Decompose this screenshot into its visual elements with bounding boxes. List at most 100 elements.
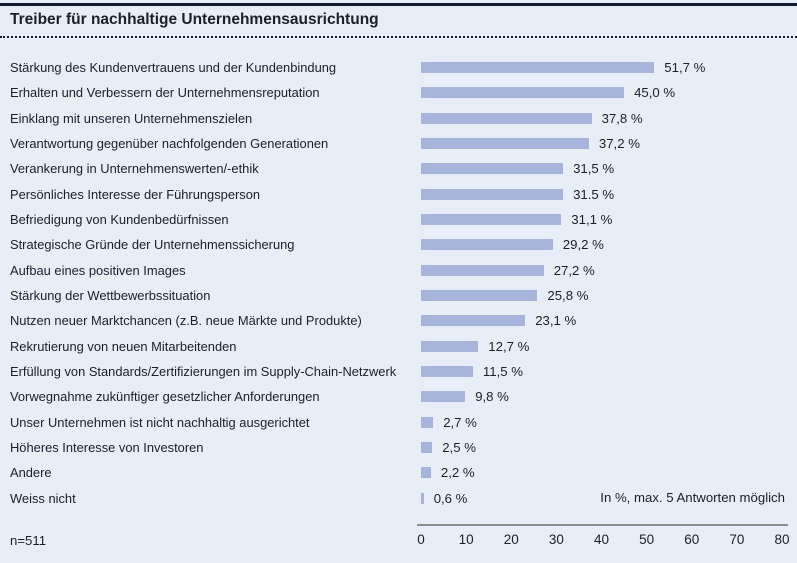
bar-area: 9,8 %	[421, 389, 797, 404]
bar-area: 12,7 %	[421, 339, 797, 354]
x-axis-tick-label: 60	[684, 532, 700, 547]
value-label: 9,8 %	[475, 389, 509, 405]
value-label: 37,2 %	[598, 136, 640, 152]
bar-row: Andere 2,2 %	[0, 460, 797, 485]
bar	[421, 214, 562, 226]
bar	[421, 340, 479, 352]
category-label: Erhalten und Verbessern der Unternehmens…	[10, 85, 320, 101]
bar	[421, 87, 625, 99]
value-label: 31,1 %	[571, 212, 613, 228]
value-label: 31.5 %	[573, 186, 615, 202]
bar	[421, 112, 592, 124]
category-label: Einklang mit unseren Unternehmenszielen	[10, 110, 253, 126]
bar-row: Persönliches Interesse der Führungsperso…	[0, 182, 797, 207]
bar-area: 29,2 %	[421, 237, 797, 252]
bar-area: 37,2 %	[421, 136, 797, 151]
category-label: Höheres Interesse von Investoren	[10, 440, 204, 456]
value-label: 23,1 %	[535, 313, 577, 329]
bar-row: Einklang mit unseren Unternehmenszielen …	[0, 106, 797, 131]
x-axis-tick-label: 30	[548, 532, 564, 547]
x-axis-tick-label: 50	[639, 532, 655, 547]
bar-area: 51,7 %	[421, 60, 797, 75]
category-label: Persönliches Interesse der Führungsperso…	[10, 186, 261, 202]
category-label: Andere	[10, 465, 52, 481]
value-label: 12,7 %	[488, 338, 530, 354]
category-label: Erfüllung von Standards/Zertifizierungen…	[10, 364, 397, 380]
chart-title: Treiber für nachhaltige Unternehmensausr…	[10, 11, 379, 28]
value-label: 0,6 %	[433, 490, 468, 506]
value-label: 2,5 %	[442, 440, 477, 456]
category-label: Aufbau eines positiven Images	[10, 262, 186, 278]
bar-area: 37,8 %	[421, 111, 797, 126]
x-axis-tick-label: 40	[593, 532, 610, 547]
top-rule	[0, 3, 797, 6]
bar-row: Verankerung in Unternehmenswerten/-ethik…	[0, 156, 797, 181]
category-label: Stärkung der Wettbewerbssituation	[10, 288, 211, 304]
bar	[421, 138, 589, 150]
category-label: Nutzen neuer Marktchancen (z.B. neue Mär…	[10, 313, 362, 329]
value-label: 27,2 %	[553, 262, 595, 278]
bar	[421, 239, 553, 251]
value-label: 2,2 %	[440, 465, 475, 481]
bar-row: Unser Unternehmen ist nicht nachhaltig a…	[0, 410, 797, 435]
value-label: 11,5 %	[482, 364, 523, 380]
bar	[421, 442, 433, 454]
bar-row: Höheres Interesse von Investoren 2,5 %	[0, 435, 797, 460]
title-underline-dotted	[0, 36, 797, 38]
category-label: Unser Unternehmen ist nicht nachhaltig a…	[10, 414, 310, 430]
bar-row: Strategische Gründe der Unternehmenssich…	[0, 232, 797, 257]
category-label: Vorwegnahme zukünftiger gesetzlicher Anf…	[10, 389, 320, 405]
value-label: 45,0 %	[634, 85, 676, 101]
bar-area: 27,2 %	[421, 263, 797, 278]
bar-row: Stärkung der Wettbewerbssituation 25,8 %	[0, 283, 797, 308]
bar-row: Erfüllung von Standards/Zertifizierungen…	[0, 359, 797, 384]
bar-area: 31,5 %	[421, 161, 797, 176]
bar-area: 23,1 %	[421, 313, 797, 328]
bar-area: 31.5 %	[421, 187, 797, 202]
sample-size-label: n=511	[10, 533, 47, 548]
value-label: 37,8 %	[601, 110, 643, 126]
value-label: 2,7 %	[443, 414, 477, 430]
category-label: Verantwortung gegenüber nachfolgenden Ge…	[10, 136, 329, 152]
category-label: Verankerung in Unternehmenswerten/-ethik	[10, 161, 259, 177]
bar-area: 11,5 %	[421, 364, 797, 379]
bar-rows: Stärkung des Kundenvertrauens und der Ku…	[0, 55, 797, 511]
x-axis-line	[417, 524, 788, 526]
bar-area: 25,8 %	[421, 288, 797, 303]
value-label: 31,5 %	[573, 161, 615, 177]
category-label: Weiss nicht	[10, 490, 76, 506]
bar-row: Befriedigung von Kundenbedürfnissen 31,1…	[0, 207, 797, 232]
x-axis-tick-label: 20	[503, 532, 519, 547]
bar	[421, 163, 564, 175]
bar	[421, 366, 473, 378]
bar	[421, 290, 538, 302]
value-label: 29,2 %	[562, 237, 604, 253]
bar	[421, 188, 564, 200]
bar	[421, 264, 544, 276]
x-axis-tick-label: 10	[458, 532, 474, 547]
bar	[421, 416, 434, 428]
value-label: 51,7 %	[664, 60, 706, 76]
bar-row: Vorwegnahme zukünftiger gesetzlicher Anf…	[0, 384, 797, 409]
bar	[421, 315, 526, 327]
category-label: Strategische Gründe der Unternehmenssich…	[10, 237, 295, 253]
value-label: 25,8 %	[547, 288, 589, 304]
bar-area: 31,1 %	[421, 212, 797, 227]
bar-area: 0,6 %	[421, 491, 797, 506]
bar-row: Verantwortung gegenüber nachfolgenden Ge…	[0, 131, 797, 156]
bar-row: Nutzen neuer Marktchancen (z.B. neue Mär…	[0, 308, 797, 333]
bar	[421, 467, 431, 479]
bar-area: 2,2 %	[421, 465, 797, 480]
x-axis-tick-label: 0	[417, 532, 425, 547]
bar-area: 45,0 %	[421, 85, 797, 100]
x-axis-tick-label: 70	[729, 532, 745, 547]
note-text: In %, max. 5 Antworten möglich	[600, 490, 785, 505]
category-label: Rekrutierung von neuen Mitarbeitenden	[10, 338, 237, 354]
bar-row: Rekrutierung von neuen Mitarbeitenden 12…	[0, 334, 797, 359]
bar-row: Aufbau eines positiven Images 27,2 %	[0, 258, 797, 283]
bar	[421, 492, 424, 504]
bar-row: Stärkung des Kundenvertrauens und der Ku…	[0, 55, 797, 80]
bar	[421, 62, 655, 74]
category-label: Befriedigung von Kundenbedürfnissen	[10, 212, 229, 228]
